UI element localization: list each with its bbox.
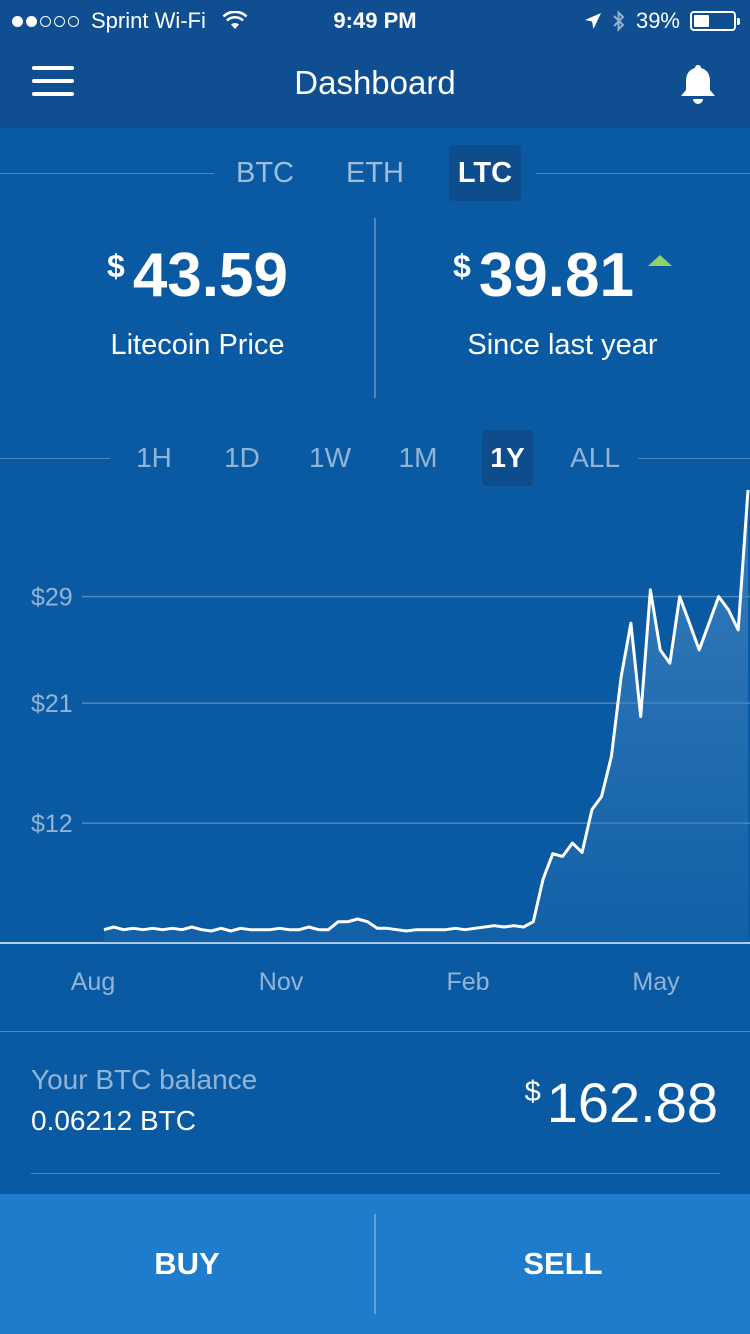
balance-label: Your BTC balance (31, 1064, 258, 1095)
litecoin-price-value: 43.59 (132, 241, 288, 310)
status-bar: Sprint Wi-Fi 9:49 PM 39% (0, 0, 750, 40)
change-stat: $39.81 Since last year (375, 240, 750, 362)
price-stat: $43.59 Litecoin Price (10, 240, 385, 362)
status-right: 39% (584, 8, 740, 34)
price-currency-symbol: $ (107, 248, 125, 284)
action-bar: BUY SELL (0, 1194, 750, 1334)
coin-tabs: BTC ETH LTC (0, 145, 750, 201)
action-divider (374, 1214, 376, 1314)
tab-eth[interactable]: ETH (346, 157, 404, 189)
range-tab-1h[interactable]: 1H (136, 442, 172, 473)
chart-area-fill (104, 490, 748, 943)
chart-x-tick-label: Aug (70, 968, 116, 996)
range-tab-all[interactable]: ALL (570, 442, 620, 473)
page-title: Dashboard (294, 64, 456, 101)
range-tabs-line-left (0, 458, 110, 459)
location-arrow-icon (584, 13, 601, 29)
battery-percent: 39% (635, 8, 680, 33)
chart-x-axis: Aug Nov Feb May (0, 968, 750, 1008)
change-currency-symbol: $ (453, 248, 471, 284)
chart-x-tick-label: Feb (446, 968, 490, 996)
notification-bell-icon[interactable] (676, 62, 720, 106)
nav-bar: Dashboard (0, 40, 750, 128)
chart-x-tick-label: May (632, 968, 680, 996)
balance-currency-symbol: $ (524, 1076, 541, 1108)
status-left: Sprint Wi-Fi (12, 8, 248, 34)
chart-series-line (103, 489, 750, 933)
menu-icon[interactable] (32, 66, 76, 98)
range-tabs-line-right (638, 458, 750, 459)
range-tab-1m[interactable]: 1M (398, 442, 438, 473)
range-tab-1y[interactable]: 1Y (482, 430, 533, 486)
section-divider (0, 1031, 750, 1032)
change-label: Since last year (467, 329, 658, 361)
range-tab-1d[interactable]: 1D (224, 442, 260, 473)
balance-usd-value: 162.88 (546, 1071, 718, 1134)
chart-y-tick-label: $12 (31, 810, 73, 838)
range-tab-1w[interactable]: 1W (309, 442, 351, 473)
range-tabs: 1H 1D 1W 1M 1Y ALL (0, 430, 750, 486)
coin-tabs-line-right (536, 173, 750, 174)
tab-ltc[interactable]: LTC (449, 145, 521, 201)
battery-fill (694, 15, 709, 27)
coin-tabs-line-left (0, 173, 214, 174)
balance-usd: $162.88 (525, 1070, 718, 1135)
sell-button[interactable]: SELL (523, 1246, 603, 1281)
signal-strength-icon (12, 15, 79, 27)
battery-icon (690, 11, 740, 31)
carrier-label: Sprint Wi-Fi (91, 8, 206, 33)
chart-y-tick-label: $29 (31, 584, 73, 612)
trend-up-icon (647, 255, 672, 266)
price-chart[interactable]: $29 $21 $12 (0, 486, 750, 1016)
tab-btc[interactable]: BTC (236, 157, 294, 189)
bluetooth-icon (613, 10, 625, 32)
litecoin-price-label: Litecoin Price (110, 329, 285, 361)
change-value: 39.81 (478, 241, 634, 310)
balance-divider (31, 1173, 720, 1174)
stats-divider (374, 218, 376, 398)
buy-button[interactable]: BUY (154, 1246, 220, 1281)
chart-x-tick-label: Nov (258, 968, 304, 996)
balance-amount: 0.06212 BTC (31, 1105, 196, 1136)
status-time: 9:49 PM (333, 8, 417, 33)
wifi-icon (222, 11, 248, 29)
chart-y-tick-label: $21 (31, 690, 73, 718)
